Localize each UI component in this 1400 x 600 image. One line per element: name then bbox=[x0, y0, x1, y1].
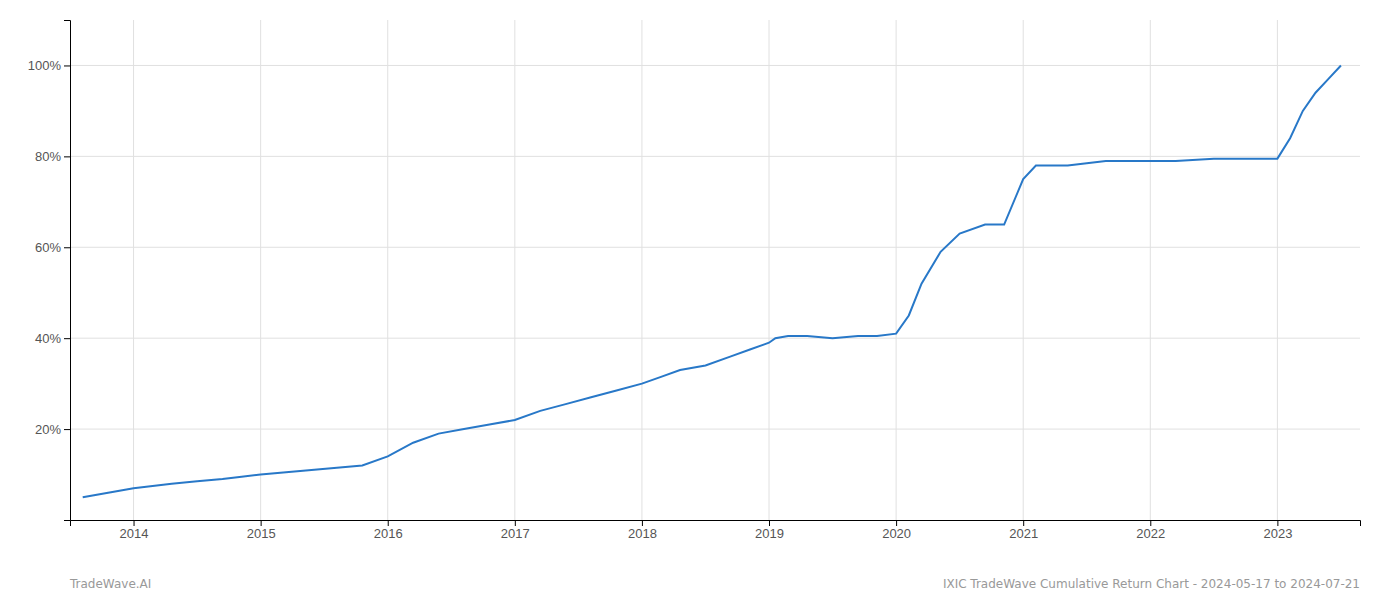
line bbox=[83, 65, 1341, 497]
tick-label: 2021 bbox=[1009, 526, 1038, 541]
tick: 60% bbox=[35, 240, 70, 255]
tick-label: 100% bbox=[28, 58, 62, 73]
tick-mark bbox=[1023, 520, 1024, 526]
tick-mark bbox=[388, 520, 389, 526]
grid-line bbox=[70, 65, 1360, 66]
x-axis: 2014 2015 2016 2017 2018 2019 2020 2021 2022 2023 bbox=[71, 520, 1361, 541]
tick: 2014 bbox=[120, 520, 149, 541]
grid-line bbox=[641, 20, 642, 520]
tick-label: 2019 bbox=[755, 526, 784, 541]
tick-label: 2014 bbox=[120, 526, 149, 541]
tick-mark bbox=[64, 65, 70, 66]
tick-label: 2015 bbox=[247, 526, 276, 541]
tick: 2021 bbox=[1009, 520, 1038, 541]
grid-line bbox=[133, 20, 134, 520]
tick-label: 2018 bbox=[628, 526, 657, 541]
tick-label: 80% bbox=[35, 149, 61, 164]
grid bbox=[70, 20, 1360, 520]
footer: IXIC TradeWave Cumulative Return Chart -… bbox=[943, 577, 1360, 591]
tick-mark bbox=[64, 247, 70, 248]
tick-mark bbox=[134, 520, 135, 526]
tick-mark bbox=[261, 520, 262, 526]
tick-label: 2017 bbox=[501, 526, 530, 541]
axis-line bbox=[64, 21, 71, 521]
plot: 2014 2015 2016 2017 2018 2019 2020 2021 2022 2023… bbox=[28, 20, 1361, 541]
marks bbox=[83, 65, 1341, 497]
y-axis: 20% 40% 60% 80% 100% bbox=[28, 21, 71, 521]
axis-line bbox=[71, 521, 1361, 527]
tick: 2023 bbox=[1263, 520, 1292, 541]
tick-mark bbox=[64, 156, 70, 157]
tick-label: 2022 bbox=[1136, 526, 1165, 541]
tick-label: 20% bbox=[35, 422, 61, 437]
tick-mark bbox=[1277, 520, 1278, 526]
tick: 2022 bbox=[1136, 520, 1165, 541]
tick: 80% bbox=[35, 149, 70, 164]
tick: 40% bbox=[35, 331, 70, 346]
grid-line bbox=[260, 20, 261, 520]
grid-line bbox=[1150, 20, 1151, 520]
tick: 2019 bbox=[755, 520, 784, 541]
chart: 2014 2015 2016 2017 2018 2019 2020 2021 2022 2023… bbox=[0, 0, 1400, 600]
tick-label: 40% bbox=[35, 331, 61, 346]
tick-label: 2020 bbox=[882, 526, 911, 541]
grid-line bbox=[1277, 20, 1278, 520]
tick: 2018 bbox=[628, 520, 657, 541]
tick: 2016 bbox=[374, 520, 403, 541]
grid-line bbox=[514, 20, 515, 520]
grid-line bbox=[70, 156, 1360, 157]
tick-mark bbox=[769, 520, 770, 526]
tick-mark bbox=[64, 338, 70, 339]
tick-label: 60% bbox=[35, 240, 61, 255]
footer: TradeWave.AI bbox=[69, 577, 151, 591]
grid-line bbox=[896, 20, 897, 520]
grid-line bbox=[1023, 20, 1024, 520]
grid-line bbox=[70, 429, 1360, 430]
grid-line bbox=[70, 338, 1360, 339]
tick: 2020 bbox=[882, 520, 911, 541]
tick: 2015 bbox=[247, 520, 276, 541]
tick-label: 2016 bbox=[374, 526, 403, 541]
tick: 20% bbox=[35, 422, 70, 437]
tick-mark bbox=[896, 520, 897, 526]
tick-mark bbox=[515, 520, 516, 526]
grid-line bbox=[70, 247, 1360, 248]
grid-line bbox=[387, 20, 388, 520]
tick-mark bbox=[64, 429, 70, 430]
tick-label: 2023 bbox=[1263, 526, 1292, 541]
tick-mark bbox=[642, 520, 643, 526]
tick-mark bbox=[1150, 520, 1151, 526]
tick: 100% bbox=[28, 58, 70, 73]
tick: 2017 bbox=[501, 520, 530, 541]
grid-line bbox=[769, 20, 770, 520]
